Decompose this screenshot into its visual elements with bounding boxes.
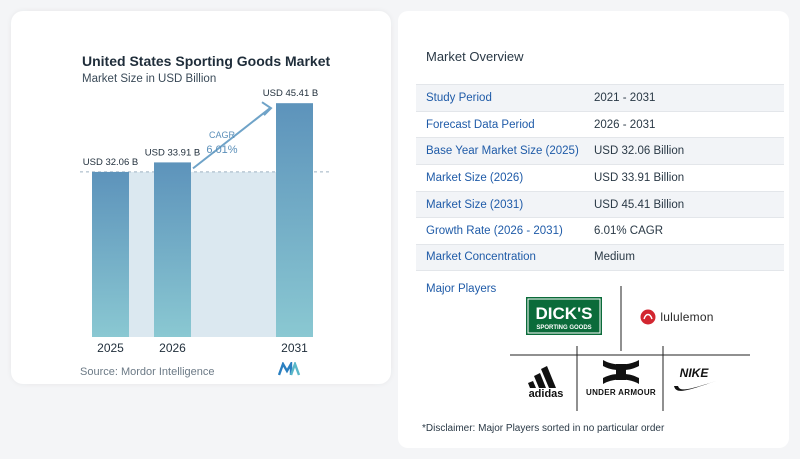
bar-chart: USD 32.06 B 2025 USD 33.91 B 2026 USD 45.41 … [80,88,330,355]
overview-label: Study Period [426,91,492,104]
overview-row: Base Year Market Size (2025) USD 32.06 B… [416,137,784,165]
overview-value: USD 32.06 Billion [594,145,685,158]
disclaimer-note: *Disclaimer: Major Players sorted in no … [422,423,665,434]
major-players-title: Major Players [426,283,497,295]
market-overview-table: Study Period 2021 - 2031 Forecast Data P… [416,84,784,271]
logo-grid-lines [510,286,750,411]
adidas-stripes-icon [528,366,556,388]
bar-2026 [154,162,191,337]
lululemon-mark-icon [640,309,656,325]
mordor-intelligence-logo [278,362,301,376]
overview-row: Market Size (2031) USD 45.41 Billion [416,190,784,218]
under-armour-text: UNDER ARMOUR [586,387,656,397]
under-armour-logo: UNDER ARMOUR [578,348,664,404]
overview-row: Market Size (2026) USD 33.91 Billion [416,164,784,191]
market-overview-title: Market Overview [426,49,524,64]
adidas-text: adidas [528,388,564,400]
cagr-label: CAGR [209,130,236,140]
overview-label: Growth Rate (2026 - 2031) [426,225,563,238]
cagr-arrow-head [261,101,273,116]
lululemon-logo: lululemon [636,306,718,328]
overview-value: 2021 - 2031 [594,91,656,104]
nike-text: NIKE [680,366,710,380]
overview-value: USD 45.41 Billion [594,198,685,211]
overview-label: Market Size (2026) [426,171,524,184]
overview-value: Medium [594,251,635,264]
overview-row: Growth Rate (2026 - 2031) 6.01% CAGR [416,217,784,244]
bar-2031 [276,103,313,338]
overview-label: Base Year Market Size (2025) [426,145,579,158]
overview-value: 6.01% CAGR [594,225,664,238]
x-tick-2031: 2031 [281,341,308,355]
overview-label: Market Concentration [426,251,536,264]
chart-title: United States Sporting Goods Market [82,53,331,69]
dicks-logo-subtext: SPORTING GOODS [536,325,591,331]
data-label-2025: USD 32.06 B [83,157,138,168]
nike-swoosh-icon [674,381,716,391]
lululemon-text: lululemon [660,310,714,324]
overview-label: Market Size (2031) [426,198,524,211]
nike-logo: NIKE [668,364,720,396]
overview-row: Forecast Data Period 2026 - 2031 [416,110,784,138]
overview-row: Study Period 2021 - 2031 [416,84,784,111]
data-label-2026: USD 33.91 B [145,147,200,158]
under-armour-mark-icon [603,359,639,384]
cagr-value: 6.01% [206,144,237,156]
market-overview-panel [398,11,789,448]
adidas-logo: adidas [518,362,574,402]
overview-row: Market Concentration Medium [416,244,784,271]
cagr-arrow-line [192,107,271,170]
dicks-logo-text: DICK'S [536,304,593,323]
bar-2025 [92,171,129,337]
overview-label: Forecast Data Period [426,118,535,131]
dicks-logo: DICK'S SPORTING GOODS [526,297,602,335]
x-tick-2025: 2025 [97,341,124,355]
source-note: Source: Mordor Intelligence [80,366,215,378]
chart-subtitle: Market Size in USD Billion [82,73,217,85]
data-label-2031: USD 45.41 B [263,88,318,99]
overview-value: USD 33.91 Billion [594,171,685,184]
overview-value: 2026 - 2031 [594,118,656,131]
x-tick-2026: 2026 [159,341,186,355]
